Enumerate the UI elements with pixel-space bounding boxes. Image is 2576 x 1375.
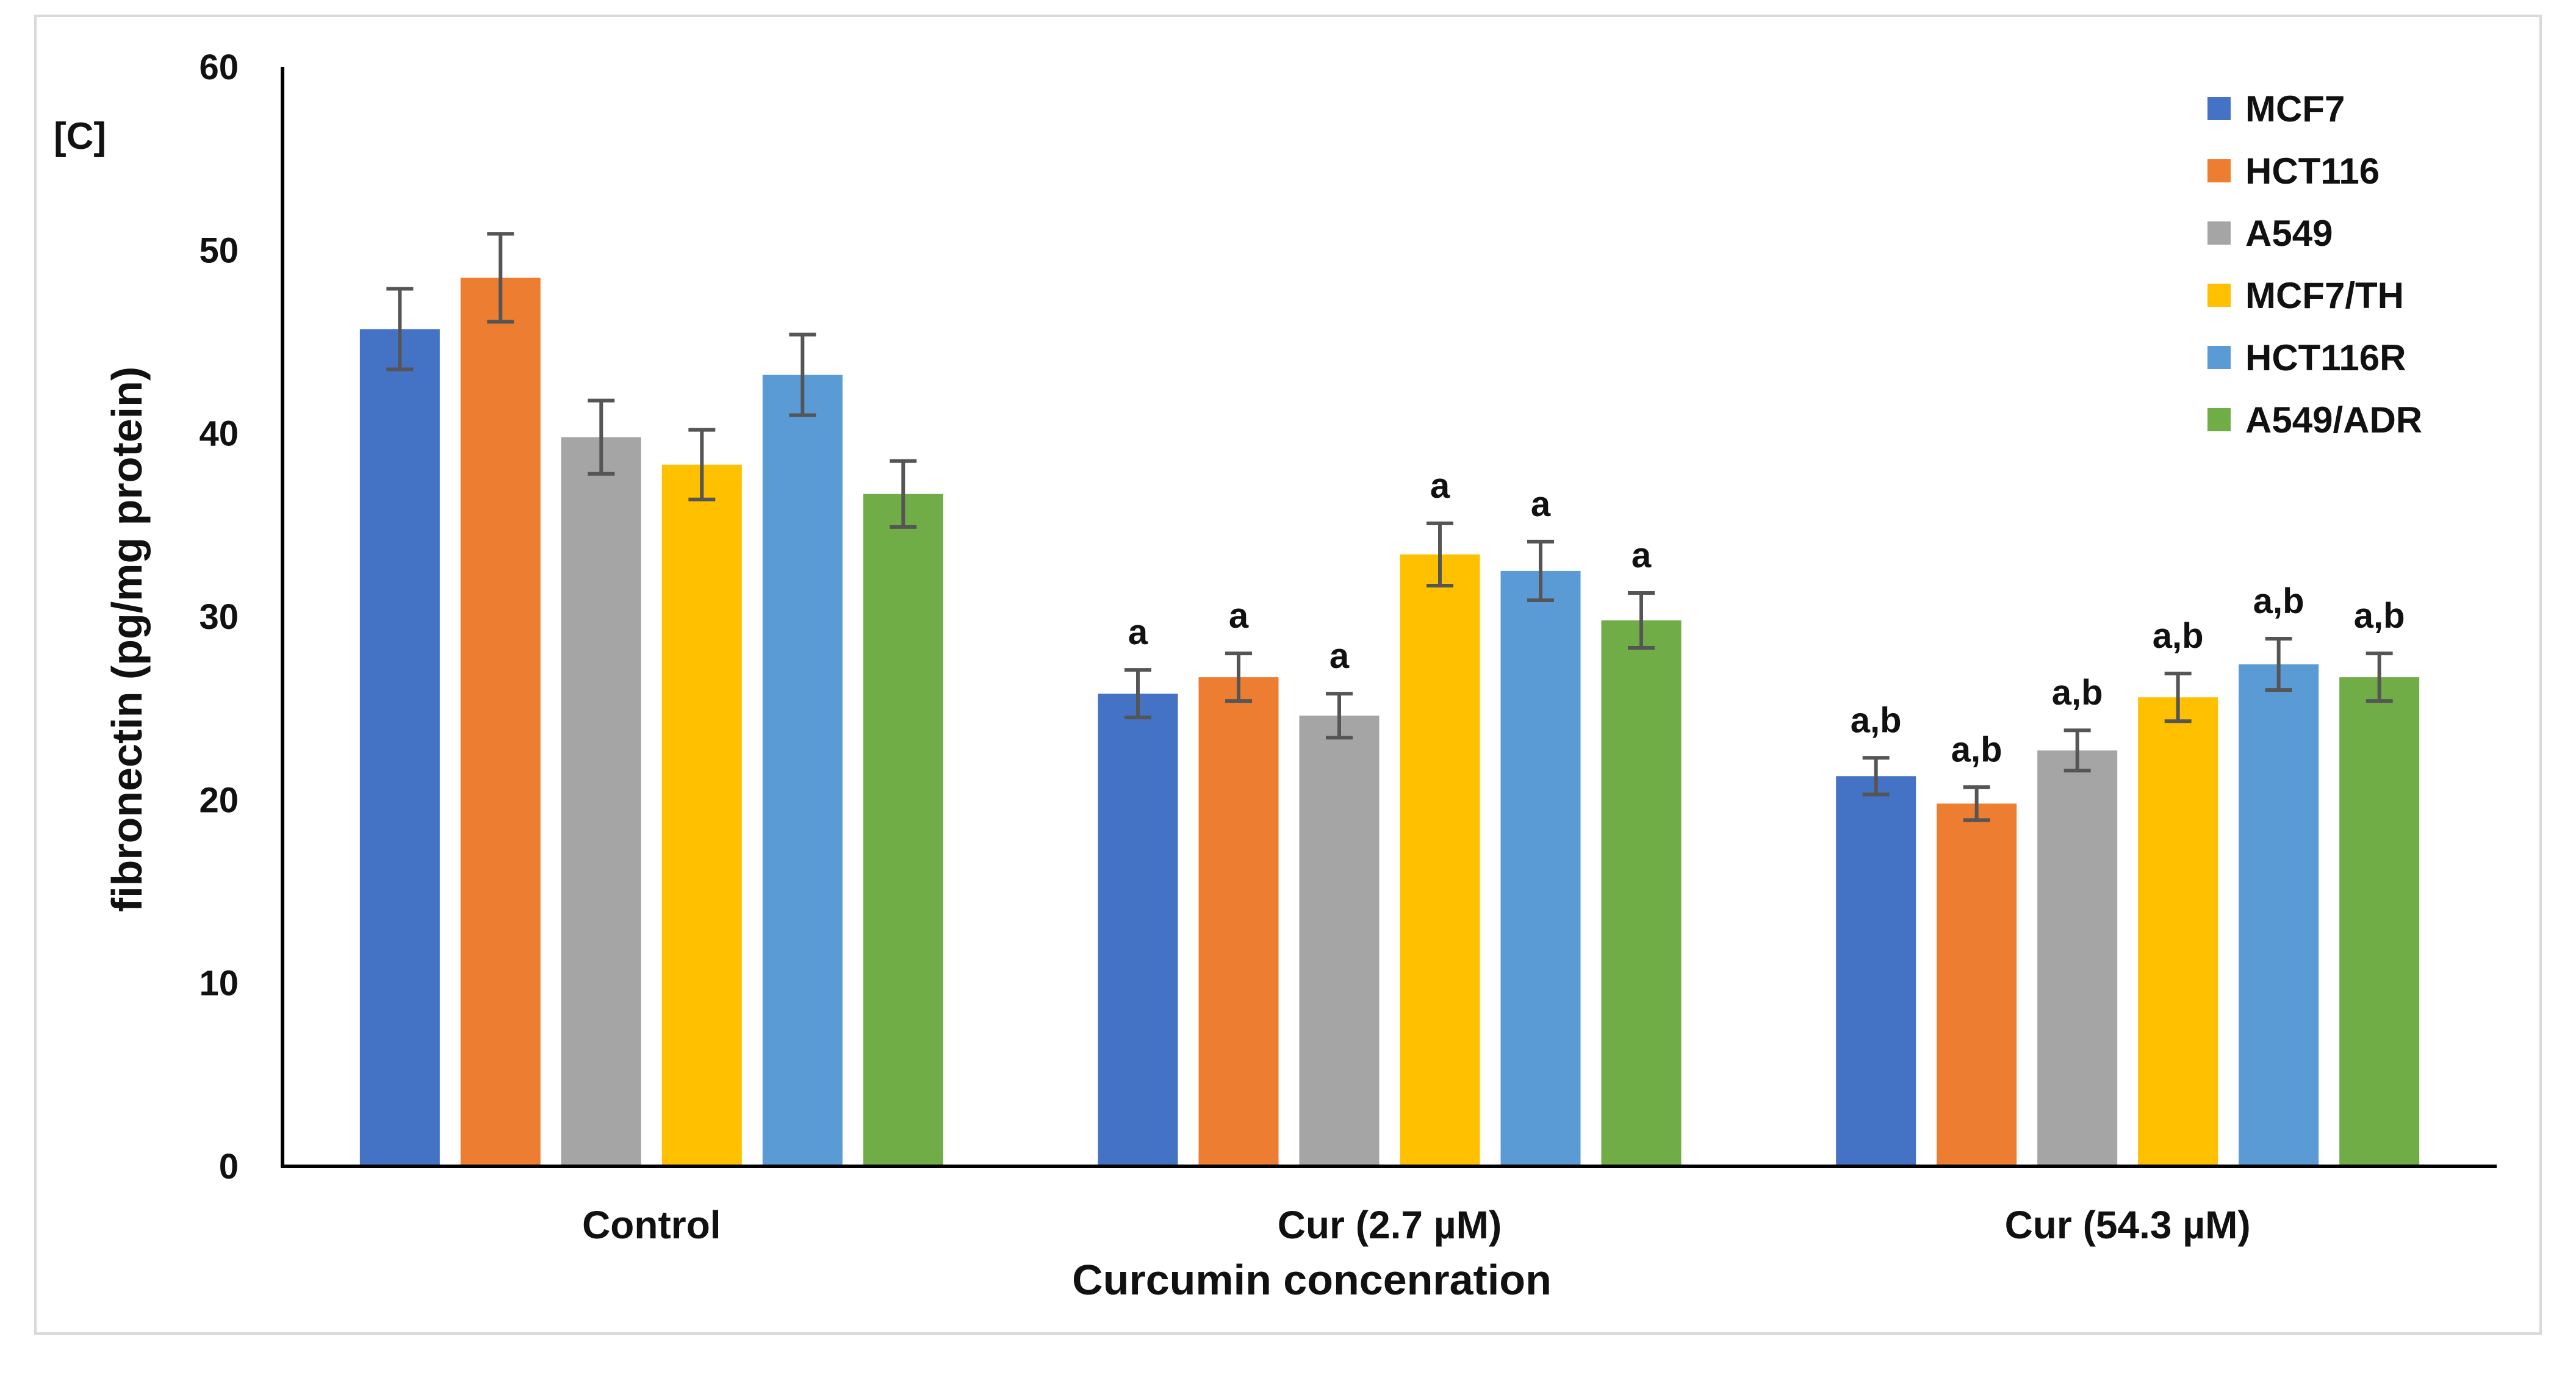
bar [1400,554,1480,1166]
bar [1836,776,1916,1166]
bar [1500,570,1581,1166]
significance-label: a [1128,612,1148,652]
error-bars-group [386,232,2393,822]
legend-label: HCT116 [2245,151,2380,192]
legend: MCF7 HCT116 A549 MCF7/TH HCT116R A549/ADR [2207,88,2422,440]
legend-label: MCF7 [2245,88,2345,129]
legend-swatch [2207,159,2231,182]
y-tick-label: 10 [199,964,239,1003]
bars-group [359,278,2420,1167]
legend-swatch [2207,284,2231,307]
bar [2339,677,2420,1166]
legend-label: HCT116R [2245,337,2406,378]
bar [762,375,843,1166]
panel-label: [C] [54,115,106,157]
bar [1299,716,1380,1166]
legend-swatch [2207,408,2231,431]
chart-border [34,15,2542,1335]
y-tick-label: 40 [199,414,239,454]
bar [1098,694,1178,1166]
x-axis-title: Curcumin concenration [1072,1256,1552,1304]
y-tick-label: 30 [199,597,239,637]
legend-swatch [2207,221,2231,245]
legend-label: A549/ADR [2245,400,2422,440]
bar [1198,677,1279,1166]
bar [1601,620,1682,1166]
legend-label: A549 [2245,213,2333,254]
x-category-label: Control [582,1203,721,1247]
y-tick-label: 50 [199,231,239,270]
bar [863,494,943,1167]
significance-label: a,b [2052,673,2103,713]
legend-swatch [2207,97,2231,120]
bar [1937,803,2017,1166]
x-category-label: Cur (54.3 µM) [2005,1203,2251,1247]
significance-label: a,b [1851,700,1902,740]
significance-label: a [1531,484,1551,524]
legend-label: MCF7/TH [2245,275,2404,316]
x-axis-category-labels: Control Cur (2.7 µM) Cur (54.3 µM) [582,1203,2251,1247]
y-axis-title: fibronectin (pg/mg protein) [103,367,151,912]
bar [2037,750,2118,1166]
y-axis-ticks: 0 10 20 30 40 50 60 [199,48,239,1187]
significance-label: a,b [2153,616,2204,656]
significance-label: a,b [2354,596,2405,636]
significance-label: a [1329,636,1350,676]
bar [359,329,440,1166]
bar [460,278,541,1167]
y-tick-label: 0 [219,1147,239,1187]
bar [2239,664,2319,1166]
significance-label: a,b [1951,730,2002,769]
y-tick-label: 60 [199,48,239,87]
significance-label: a [1229,596,1249,636]
significance-label: a,b [2253,581,2304,621]
significance-labels-group: a a a a a a a,b a,b a,b a,b a,b a,b [1128,466,2405,769]
bar [561,437,641,1166]
significance-label: a [1430,466,1450,506]
x-category-label: Cur (2.7 µM) [1278,1203,1502,1247]
y-tick-label: 20 [199,780,239,820]
bar [2138,697,2218,1166]
significance-label: a [1632,536,1652,575]
legend-swatch [2207,346,2231,369]
bar [661,464,742,1166]
